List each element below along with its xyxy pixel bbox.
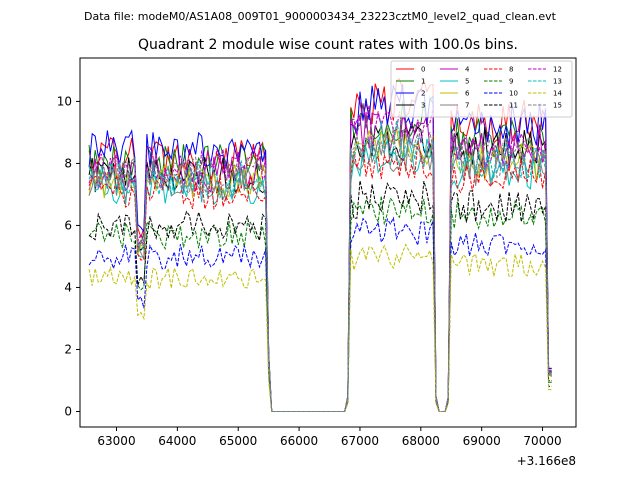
- suptitle: Data file: modeM0/AS1A08_009T01_90000034…: [84, 10, 557, 23]
- legend-label-7: 7: [465, 102, 469, 110]
- x-offset-label: +3.166e8: [517, 454, 576, 468]
- legend-box: [390, 60, 573, 118]
- y-tick-label: 0: [64, 404, 72, 418]
- legend-label-13: 13: [553, 78, 562, 86]
- x-tick-label: 67000: [341, 434, 379, 448]
- x-tick-label: 65000: [219, 434, 257, 448]
- y-tick-label: 8: [64, 156, 72, 170]
- legend-label-2: 2: [421, 90, 425, 98]
- legend-label-1: 1: [421, 78, 425, 86]
- legend-label-3: 3: [421, 102, 425, 110]
- y-tick-label: 6: [64, 218, 72, 232]
- chart-title: Quadrant 2 module wise count rates with …: [138, 37, 518, 53]
- legend-label-8: 8: [509, 66, 513, 74]
- x-tick-label: 64000: [158, 434, 196, 448]
- y-tick-label: 10: [57, 94, 72, 108]
- plot-area: 63000 64000 65000 66000 67000 68000 69000 70000…: [57, 57, 577, 468]
- x-tick-label: 70000: [523, 434, 561, 448]
- x-tick-label: 68000: [402, 434, 440, 448]
- x-tick-label: 69000: [463, 434, 501, 448]
- legend-label-6: 6: [465, 90, 470, 98]
- series-line-15: [88, 124, 552, 412]
- y-tick-label: 4: [64, 280, 72, 294]
- legend-label-10: 10: [509, 90, 518, 98]
- legend-label-12: 12: [553, 66, 562, 74]
- legend-label-15: 15: [553, 102, 562, 110]
- x-tick-label: 66000: [280, 434, 318, 448]
- y-tick-label: 2: [64, 342, 72, 356]
- legend-label-0: 0: [421, 66, 425, 74]
- legend-label-11: 11: [509, 102, 518, 110]
- legend-label-4: 4: [465, 66, 470, 74]
- series-layer: [88, 78, 552, 412]
- axes-frame: [79, 57, 577, 428]
- legend-label-14: 14: [553, 90, 562, 98]
- x-tick-label: 63000: [97, 434, 135, 448]
- legend-label-5: 5: [465, 78, 469, 86]
- legend-label-9: 9: [509, 78, 513, 86]
